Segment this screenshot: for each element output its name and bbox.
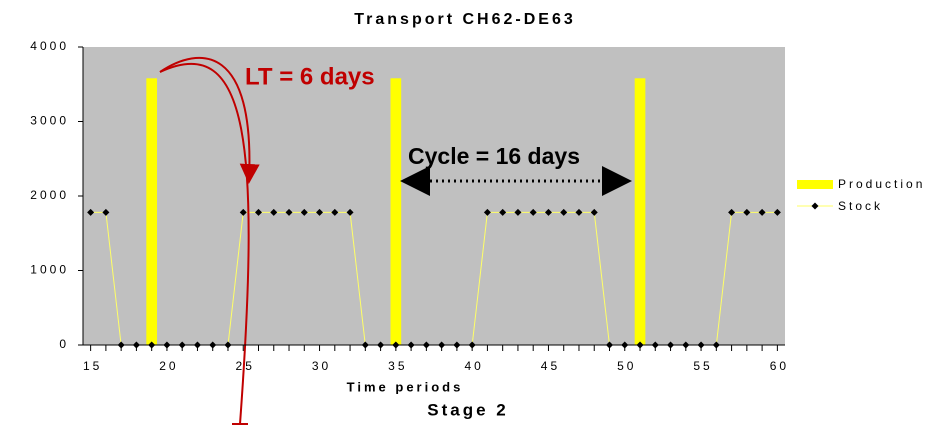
legend-swatch — [797, 180, 833, 189]
y-tick-label: 3000 — [30, 114, 69, 128]
marker — [529, 208, 537, 216]
x-tick-label: 35 — [388, 359, 407, 373]
x-axis-label: Time periods — [347, 379, 464, 394]
legend-label: Production — [838, 177, 925, 191]
y-tick-label: 2000 — [30, 188, 69, 202]
marker — [728, 208, 736, 216]
marker — [773, 208, 781, 216]
marker — [544, 208, 552, 216]
marker — [316, 208, 324, 216]
marker — [590, 208, 598, 216]
chart-title: Transport CH62-DE63 — [354, 11, 576, 28]
y-tick-label: 4000 — [30, 39, 69, 53]
marker — [331, 208, 339, 216]
marker — [499, 208, 507, 216]
x-tick-label: 40 — [464, 359, 483, 373]
legend-label: Stock — [838, 199, 883, 213]
x-tick-label: 60 — [770, 359, 789, 373]
x-tick-label: 25 — [236, 359, 255, 373]
marker — [255, 208, 262, 216]
y-tick-label: 1000 — [30, 263, 69, 277]
marker — [270, 208, 278, 216]
y-tick-label: 0 — [59, 337, 69, 351]
marker — [239, 208, 247, 216]
marker — [300, 208, 308, 216]
subtitle: Stage 2 — [427, 400, 508, 419]
plot-area — [83, 47, 785, 345]
bar — [146, 78, 158, 345]
x-tick-label: 30 — [312, 359, 331, 373]
x-tick-label: 20 — [159, 359, 178, 373]
marker — [87, 208, 95, 216]
bar — [390, 78, 402, 345]
x-tick-label: 50 — [617, 359, 636, 373]
annotation: LT = 6 days — [245, 63, 375, 90]
x-tick-label: 15 — [83, 359, 102, 373]
legend-swatch — [811, 202, 819, 210]
marker — [346, 208, 354, 216]
marker — [483, 208, 491, 216]
lt-line — [159, 62, 250, 425]
marker — [743, 208, 751, 216]
marker — [560, 208, 568, 216]
annotation: Cycle = 16 days — [408, 143, 580, 169]
marker — [514, 208, 522, 216]
marker — [285, 208, 293, 216]
x-tick-label: 45 — [541, 359, 560, 373]
marker — [575, 208, 583, 216]
marker — [102, 208, 110, 216]
x-tick-label: 55 — [693, 359, 712, 373]
marker — [758, 208, 766, 216]
bar — [634, 78, 646, 345]
lt-arrow — [159, 56, 260, 184]
